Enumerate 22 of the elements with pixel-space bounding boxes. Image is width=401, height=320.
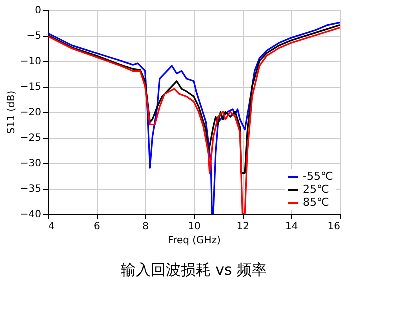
y-tick-label: −30 bbox=[20, 158, 42, 170]
y-tick-label: −25 bbox=[20, 133, 42, 144]
legend-label: -55℃ bbox=[303, 170, 334, 183]
y-tick-label: −15 bbox=[20, 82, 42, 93]
x-axis-title: Freq (GHz) bbox=[168, 236, 222, 246]
x-tick-label: 6 bbox=[94, 222, 100, 232]
x-tick-label: 12 bbox=[236, 222, 250, 232]
y-axis-title: S11 (dB) bbox=[6, 90, 18, 134]
y-tick-label: −35 bbox=[20, 184, 42, 195]
legend-label: 85℃ bbox=[303, 196, 330, 209]
y-tick-label: −20 bbox=[20, 108, 42, 118]
x-tick-label: 10 bbox=[188, 222, 201, 232]
x-tick-label: 8 bbox=[142, 222, 150, 232]
x-tick-label: 14 bbox=[285, 222, 298, 232]
y-tick-label: −40 bbox=[20, 210, 42, 220]
text: 输入回波损耗 vs 频率 bbox=[120, 261, 268, 279]
y-tick-label: −5 bbox=[26, 31, 42, 42]
y-tick-label: −10 bbox=[20, 56, 42, 68]
legend-label: 25℃ bbox=[303, 183, 330, 196]
y-tick-label: 0 bbox=[35, 6, 42, 16]
x-tick-label: 16 bbox=[328, 222, 340, 232]
x-tick-label: 4 bbox=[48, 222, 55, 232]
